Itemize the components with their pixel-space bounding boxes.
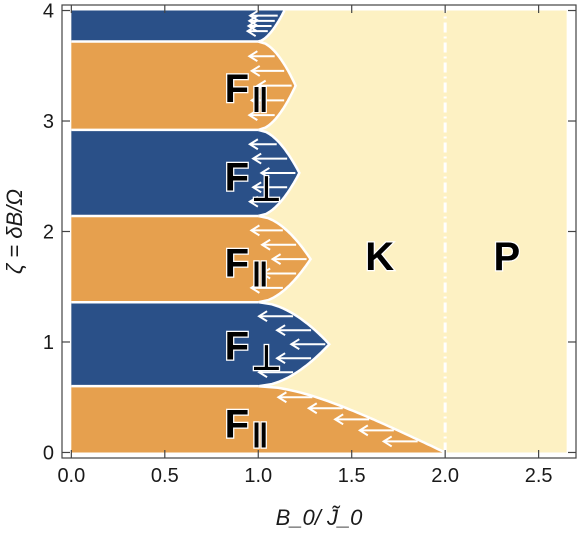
phase-label-parallel: F bbox=[225, 67, 249, 111]
phase-band-perpendicular bbox=[71, 10, 285, 42]
y-tick-label: 2 bbox=[43, 222, 54, 244]
y-axis-label: ζ = δB/Ω bbox=[2, 189, 27, 274]
flow-arrowhead bbox=[247, 138, 259, 151]
phase-label-subscript: ‖ bbox=[252, 418, 269, 456]
flow-arrowhead bbox=[251, 152, 262, 165]
phase-boundary-curve bbox=[258, 384, 446, 454]
phase-boundary-curve bbox=[257, 9, 286, 43]
y-tick-label: 3 bbox=[43, 111, 54, 133]
phase-band-perpendicular bbox=[71, 129, 300, 217]
y-tick-label: 4 bbox=[43, 1, 54, 23]
flow-arrowhead bbox=[259, 167, 270, 179]
flow-arrowhead bbox=[270, 253, 282, 265]
phase-label-subscript: ‖ bbox=[252, 256, 269, 294]
flow-arrowhead bbox=[357, 424, 369, 437]
flow-arrowhead bbox=[260, 238, 271, 251]
phase-boundary-curve bbox=[257, 40, 297, 132]
flow-arrowhead bbox=[257, 366, 268, 379]
flow-arrowhead bbox=[275, 324, 286, 337]
flow-arrowhead bbox=[260, 267, 271, 280]
phase-label-perpendicular: F bbox=[225, 155, 249, 199]
flow-arrowhead bbox=[289, 338, 300, 351]
x-tick-label: 2.0 bbox=[431, 465, 459, 487]
phase-band-parallel bbox=[71, 41, 296, 130]
flow-arrowhead bbox=[249, 94, 261, 107]
phase-boundary-curve bbox=[258, 214, 313, 304]
flow-arrowhead bbox=[249, 282, 260, 294]
flow-arrowhead bbox=[247, 195, 259, 208]
phase-label-perpendicular: F bbox=[225, 324, 249, 368]
phase-band-parallel bbox=[71, 386, 446, 453]
flow-arrowhead bbox=[257, 310, 268, 323]
flow-arrowhead bbox=[251, 181, 262, 194]
flow-arrowhead bbox=[276, 391, 287, 404]
flow-arrowhead bbox=[275, 352, 286, 365]
flow-arrowhead bbox=[255, 79, 267, 92]
x-tick-label: 2.5 bbox=[525, 465, 553, 487]
x-tick-label: 1.5 bbox=[338, 465, 366, 487]
y-tick-label: 0 bbox=[43, 442, 54, 464]
flow-arrowhead bbox=[247, 109, 258, 121]
phase-label-parallel: F bbox=[225, 403, 249, 447]
flow-arrowhead bbox=[249, 224, 260, 237]
phase-boundary-curve bbox=[258, 300, 332, 388]
x-tick-label: 1.0 bbox=[244, 465, 272, 487]
region-label-k: K bbox=[365, 235, 394, 279]
phase-label-subscript: ⊥ bbox=[252, 339, 282, 377]
flow-arrowhead bbox=[248, 9, 259, 22]
x-tick-label: 0.0 bbox=[57, 465, 85, 487]
y-tick-label: 1 bbox=[43, 332, 54, 354]
phase-band-parallel bbox=[71, 216, 311, 303]
flow-arrowhead bbox=[249, 65, 261, 77]
flow-arrowhead bbox=[247, 50, 258, 63]
region-label-p: P bbox=[493, 235, 520, 279]
phase-label-subscript: ⊥ bbox=[252, 170, 282, 208]
phase-label-parallel: F bbox=[225, 241, 249, 285]
phase-band-perpendicular bbox=[71, 302, 330, 387]
phase-label-subscript: ‖ bbox=[252, 82, 269, 120]
x-tick-label: 0.5 bbox=[151, 465, 179, 487]
flow-arrowhead bbox=[306, 402, 318, 415]
x-axis-label: B_0/ J̃_0 bbox=[276, 505, 364, 530]
flow-arrowhead bbox=[381, 435, 393, 448]
flow-arrowhead bbox=[333, 413, 344, 426]
phase-boundary-curve bbox=[257, 128, 301, 218]
